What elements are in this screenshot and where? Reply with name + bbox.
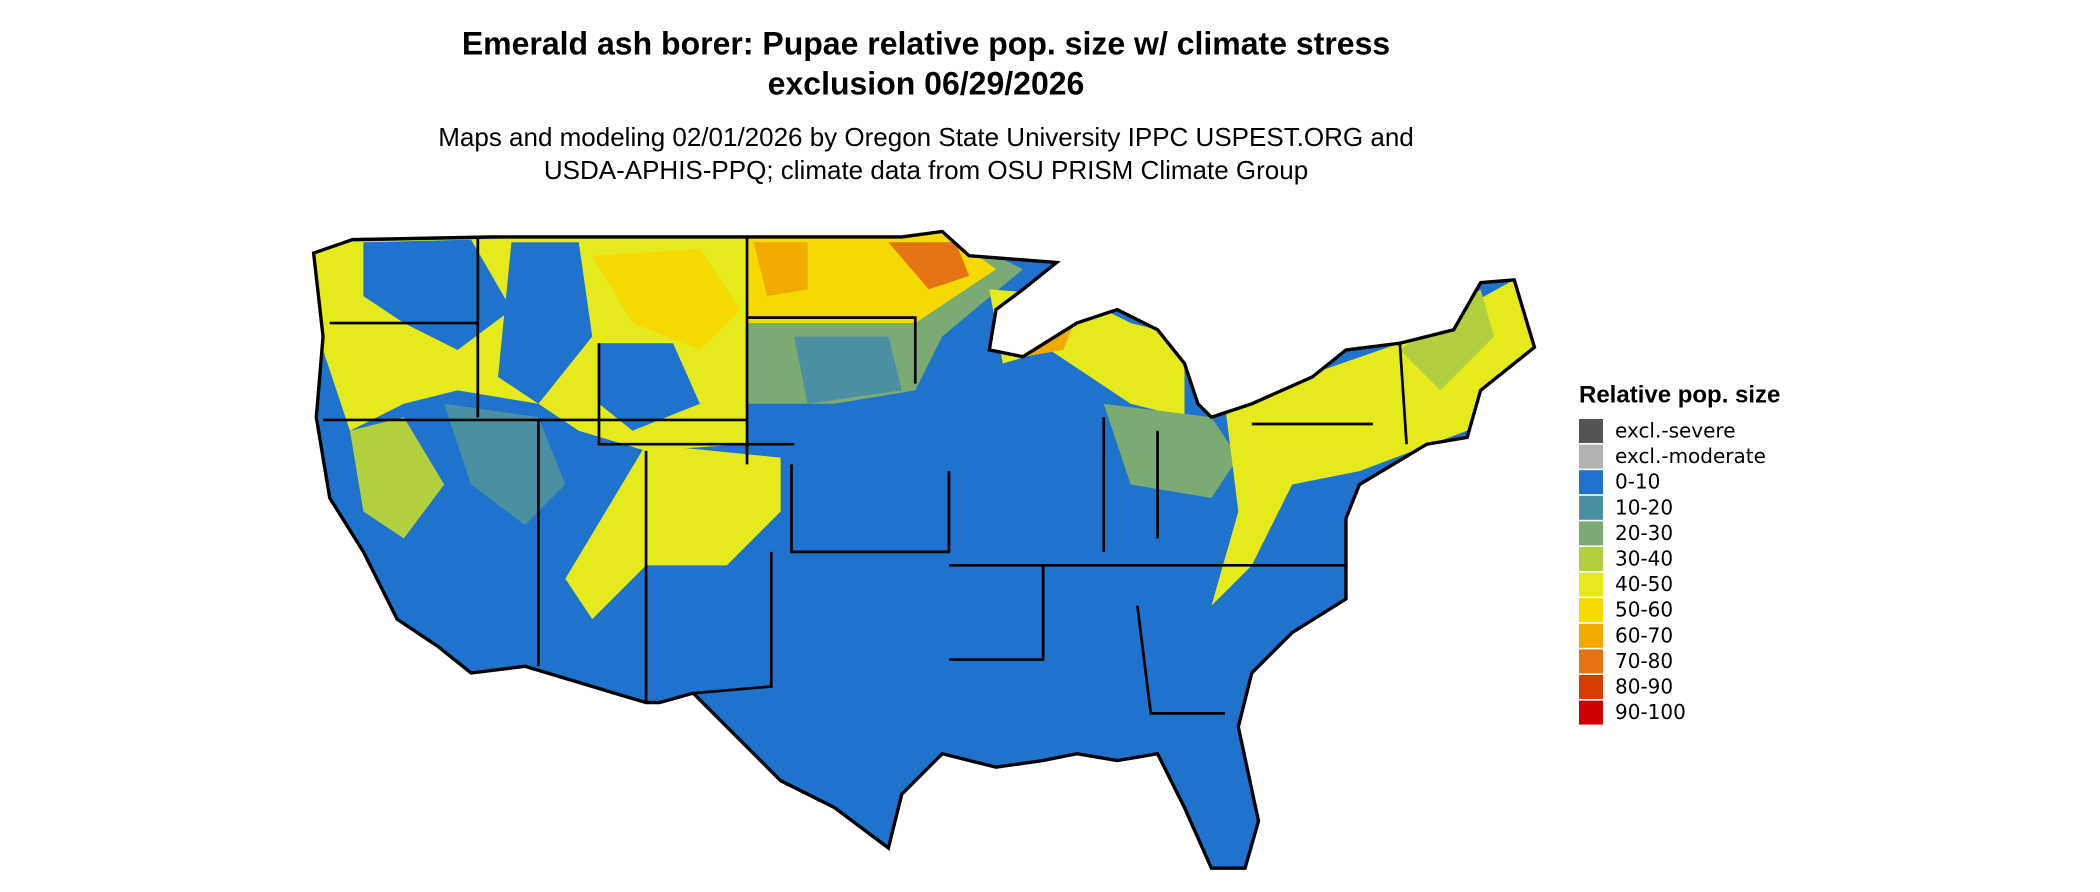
map-region <box>598 343 700 431</box>
state-line <box>747 316 917 384</box>
state-line <box>597 343 795 446</box>
legend-swatch <box>1579 470 1603 495</box>
legend-label: 20-30 <box>1615 521 1673 545</box>
legend-label: 80-90 <box>1615 675 1673 699</box>
legend-label: 70-80 <box>1615 649 1673 673</box>
subtitle-line: USDA-APHIS-PPQ; climate data from OSU PR… <box>544 155 1308 185</box>
map-region <box>794 336 902 404</box>
map-region <box>498 242 593 404</box>
legend-swatch <box>1579 444 1603 469</box>
map-region <box>592 249 741 350</box>
legend-label: 60-70 <box>1615 623 1673 647</box>
map-region <box>444 403 566 525</box>
legend-title: Relative pop. size <box>1579 381 1780 408</box>
legend-swatch <box>1579 572 1603 597</box>
map-region <box>1103 403 1239 499</box>
legend: excl.-severeexcl.-moderate0-1010-2020-30… <box>1579 419 1766 725</box>
legend-swatch <box>1579 547 1603 571</box>
legend-swatch <box>1579 495 1603 520</box>
map-region <box>1399 289 1495 391</box>
legend-swatch <box>1579 623 1603 648</box>
legend-label: excl.-severe <box>1615 419 1736 443</box>
legend-swatch <box>1579 419 1603 443</box>
legend-label: 40-50 <box>1615 572 1673 596</box>
state-line <box>948 565 1045 661</box>
legend-swatch <box>1579 675 1603 699</box>
legend-label: 0-10 <box>1615 470 1660 494</box>
legend-label: 30-40 <box>1615 547 1673 571</box>
state-line <box>1398 343 1408 445</box>
subtitle-line: Maps and modeling 02/01/2026 by Oregon S… <box>438 122 1414 152</box>
legend-label: 90-100 <box>1615 700 1686 724</box>
state-line <box>790 464 951 554</box>
legend-label: 10-20 <box>1615 495 1673 519</box>
legend-swatch <box>1579 521 1603 546</box>
map-region <box>888 242 970 290</box>
title-line: Emerald ash borer: Pupae relative pop. s… <box>462 25 1390 61</box>
legend-label: excl.-moderate <box>1615 444 1766 468</box>
state-lines <box>323 236 1408 715</box>
legend-label: 50-60 <box>1615 598 1673 622</box>
map-region <box>753 242 808 297</box>
state-line <box>693 551 773 695</box>
map-region <box>565 444 781 620</box>
legend-swatch <box>1579 700 1603 725</box>
map-region <box>349 417 445 539</box>
legend-swatch <box>1579 649 1603 674</box>
legend-swatch <box>1579 598 1603 623</box>
state-line <box>1136 605 1225 715</box>
title-line: exclusion 06/29/2026 <box>768 65 1085 101</box>
map <box>311 229 1537 870</box>
